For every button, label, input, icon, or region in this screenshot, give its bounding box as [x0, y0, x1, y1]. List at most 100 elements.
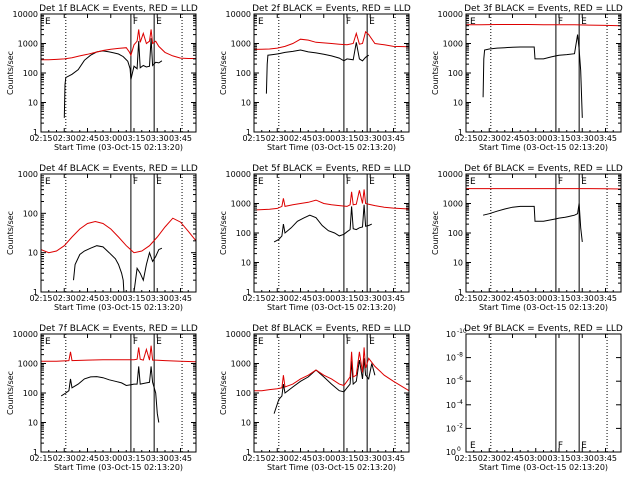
- y-tick-label: 100: [23, 69, 38, 78]
- x-tick-label: 03:15: [547, 294, 570, 303]
- x-axis-label: Start Time (03-Oct-15 02:13:20): [479, 303, 608, 312]
- y-tick-label: 1000: [18, 360, 38, 369]
- plot-frame: [465, 13, 622, 133]
- corner-label: E: [470, 441, 476, 451]
- detector-panel: Det 7f BLACK = Events, RED = LLD E F E 02:15…: [6, 324, 198, 472]
- x-tick-label: 03:30: [359, 454, 382, 463]
- y-tick-label: 1000: [443, 40, 463, 49]
- x-tick-label: 03:30: [359, 134, 382, 143]
- y-tick-label: 10: [453, 259, 463, 268]
- detector-panel: Det 2f BLACK = Events, RED = LLD E F E 02:15…: [219, 4, 411, 152]
- x-tick-label: 03:45: [594, 134, 617, 143]
- corner-label: E: [156, 177, 162, 187]
- x-tick-label: 03:00: [99, 454, 122, 463]
- detector-panel: Det 5f BLACK = Events, RED = LLD E F E 02:15…: [219, 164, 411, 312]
- panel-title: Det 1f BLACK = Events, RED = LLD: [39, 4, 198, 14]
- plot-area: [41, 334, 196, 452]
- y-tick-exponent: -4: [457, 399, 463, 406]
- corner-label: E: [581, 17, 587, 27]
- x-tick-label: 02:45: [289, 134, 312, 143]
- series-lld-line: [254, 189, 409, 211]
- x-tick-label: 02:15: [242, 294, 265, 303]
- corner-label: F: [133, 337, 138, 347]
- x-tick-label: 02:15: [454, 454, 477, 463]
- y-tick-label: 10: [446, 330, 456, 339]
- corner-label: F: [558, 17, 563, 27]
- y-axis-label: Counts/sec: [431, 211, 440, 255]
- series-lld-line: [466, 24, 621, 27]
- detector-panel: Det 8f BLACK = Events, RED = LLD E F E 02:15…: [219, 324, 411, 472]
- y-tick-label: 1000: [231, 200, 251, 209]
- x-axis-label: Start Time (03-Oct-15 02:13:20): [54, 463, 183, 472]
- y-tick-label: 10: [28, 99, 38, 108]
- y-tick-label: 1: [246, 128, 251, 137]
- x-tick-label: 02:15: [242, 454, 265, 463]
- y-tick-label: 100: [23, 389, 38, 398]
- x-tick-label: 03:00: [312, 294, 335, 303]
- corner-label: E: [45, 337, 51, 347]
- x-tick-label: 03:15: [335, 134, 358, 143]
- x-tick-label: 03:30: [146, 294, 169, 303]
- x-tick-label: 02:45: [501, 294, 524, 303]
- y-tick-label: 10: [28, 249, 38, 258]
- y-tick-label: 1: [33, 448, 38, 457]
- y-tick-exponent: -8: [457, 352, 463, 359]
- y-tick-label: 100: [236, 389, 251, 398]
- y-tick-label: 100: [23, 209, 38, 218]
- x-tick-label: 02:30: [53, 294, 76, 303]
- panel-title: Det 3f BLACK = Events, RED = LLD: [464, 4, 623, 14]
- x-tick-label: 03:30: [146, 134, 169, 143]
- x-tick-label: 03:00: [524, 294, 547, 303]
- x-tick-label: 02:30: [266, 294, 289, 303]
- x-axis-label: Start Time (03-Oct-15 02:13:20): [267, 143, 396, 152]
- x-tick-label: 03:45: [169, 294, 192, 303]
- y-tick-label: 10: [453, 99, 463, 108]
- y-axis-label: Counts/sec: [6, 371, 15, 415]
- x-tick-label: 03:45: [169, 134, 192, 143]
- x-axis-label: Start Time (03-Oct-15 02:13:20): [54, 303, 183, 312]
- corner-label: E: [258, 177, 264, 187]
- y-tick-label: 1000: [443, 200, 463, 209]
- y-tick-label: 1000: [18, 40, 38, 49]
- x-tick-label: 02:15: [454, 294, 477, 303]
- x-tick-label: 03:45: [594, 454, 617, 463]
- corner-label: F: [346, 17, 351, 27]
- x-tick-label: 03:00: [312, 454, 335, 463]
- x-tick-label: 03:30: [359, 294, 382, 303]
- series-lld-line: [254, 347, 409, 392]
- corner-label: E: [156, 17, 162, 27]
- x-tick-label: 02:15: [29, 454, 52, 463]
- series-events-line: [63, 38, 163, 118]
- y-tick-label: 1: [458, 128, 463, 137]
- y-tick-label: 1000: [18, 170, 38, 179]
- series-events-line: [73, 245, 163, 292]
- y-tick-label: 10000: [13, 330, 38, 339]
- y-tick-label: 10000: [13, 10, 38, 19]
- plot-area: [254, 14, 409, 132]
- y-axis-label: Counts/sec: [6, 51, 15, 95]
- corner-label: F: [558, 177, 563, 187]
- y-tick-label: 1000: [231, 40, 251, 49]
- corner-label: F: [133, 17, 138, 27]
- plot-frame: [40, 173, 197, 293]
- x-tick-label: 02:30: [53, 134, 76, 143]
- plot-frame: [253, 333, 410, 453]
- y-tick-label: 10000: [226, 10, 251, 19]
- series-events-line: [60, 366, 160, 423]
- x-tick-label: 02:15: [454, 134, 477, 143]
- y-tick-label: 1: [33, 288, 38, 297]
- corner-label: E: [258, 17, 264, 27]
- x-tick-label: 03:30: [571, 134, 594, 143]
- corner-label: E: [581, 441, 587, 451]
- x-tick-label: 03:00: [524, 454, 547, 463]
- corner-label: E: [45, 17, 51, 27]
- detector-panel: Det 9f BLACK = Events, RED = LLD E F E 02:15…: [446, 324, 623, 472]
- panel-title: Det 6f BLACK = Events, RED = LLD: [464, 164, 623, 174]
- y-tick-label: 1000: [231, 360, 251, 369]
- panel-title: Det 7f BLACK = Events, RED = LLD: [39, 324, 198, 334]
- y-tick-label: 10: [241, 99, 251, 108]
- series-events-line: [273, 204, 373, 243]
- panel-title: Det 2f BLACK = Events, RED = LLD: [252, 4, 411, 14]
- y-axis-label: Counts/sec: [219, 51, 228, 95]
- x-tick-label: 03:00: [99, 294, 122, 303]
